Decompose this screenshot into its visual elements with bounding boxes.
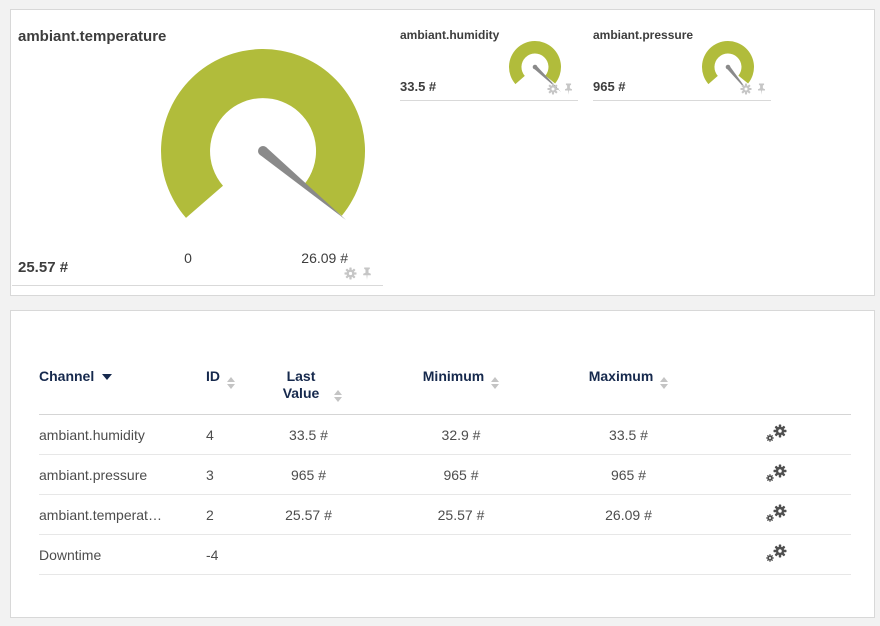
- humidity-gauge-widget[interactable]: ambiant.humidity 33.5 #: [400, 28, 578, 101]
- last-value: 33.5 #: [400, 79, 437, 94]
- settings-gears-icon: [765, 464, 786, 482]
- cell-channel: Downtime: [39, 534, 196, 575]
- row-settings-button[interactable]: [764, 462, 789, 488]
- sort-icon: [227, 377, 235, 389]
- temperature-gauge-widget[interactable]: ambiant.temperature 0 26.09 # 25.57 #: [12, 28, 383, 286]
- row-settings-button[interactable]: [764, 542, 789, 568]
- gear-icon[interactable]: [547, 83, 559, 95]
- gear-icon[interactable]: [344, 267, 357, 280]
- pin-icon[interactable]: [361, 267, 373, 280]
- widget-title: ambiant.humidity: [400, 28, 500, 42]
- settings-gears-icon: [765, 504, 786, 522]
- cell-id: 3: [196, 454, 251, 495]
- scale-max-label: 26.09 #: [301, 250, 348, 266]
- gauge-arc: [701, 41, 754, 85]
- cell-last-value: 965 #: [251, 454, 366, 495]
- last-value: 965 #: [593, 79, 626, 94]
- cell-last-value: 33.5 #: [251, 414, 366, 455]
- sort-icon: [334, 390, 342, 402]
- cell-minimum: 32.9 #: [366, 414, 556, 455]
- row-settings-button[interactable]: [764, 422, 789, 448]
- cell-minimum: 25.57 #: [366, 494, 556, 535]
- cell-maximum: 33.5 #: [556, 414, 701, 455]
- pressure-gauge-widget[interactable]: ambiant.pressure 965 #: [593, 28, 771, 101]
- cell-id: -4: [196, 534, 251, 575]
- column-header-id[interactable]: ID: [196, 360, 251, 415]
- sort-icon: [491, 377, 500, 389]
- cell-id: 4: [196, 414, 251, 455]
- pin-icon[interactable]: [756, 83, 767, 95]
- cell-minimum: [366, 534, 556, 575]
- cell-channel: ambiant.temperat…: [39, 494, 196, 535]
- sort-icon: [660, 377, 669, 389]
- settings-gears-icon: [765, 544, 786, 562]
- widget-divider: [12, 285, 383, 286]
- channel-table: Channel ID Last Value Minimum Maximum: [39, 360, 851, 575]
- column-header-channel[interactable]: Channel: [39, 360, 196, 415]
- table-row: ambiant.pressure 3 965 # 965 # 965 #: [39, 454, 851, 495]
- gauge-arc: [508, 41, 561, 85]
- cell-maximum: 965 #: [556, 454, 701, 495]
- widget-divider: [400, 100, 578, 101]
- column-header-actions: [701, 360, 851, 415]
- widget-title: ambiant.pressure: [593, 28, 694, 42]
- sort-desc-icon: [102, 374, 113, 380]
- cell-maximum: 26.09 #: [556, 494, 701, 535]
- column-header-last-value[interactable]: Last Value: [251, 360, 366, 415]
- gauge-needle-icon: [258, 146, 346, 220]
- table-row: ambiant.humidity 4 33.5 # 32.9 # 33.5 #: [39, 414, 851, 455]
- cell-minimum: 965 #: [366, 454, 556, 495]
- cell-last-value: [251, 534, 366, 575]
- gear-icon[interactable]: [740, 83, 752, 95]
- table-row: ambiant.temperat… 2 25.57 # 25.57 # 26.0…: [39, 494, 851, 535]
- cell-id: 2: [196, 494, 251, 535]
- column-header-minimum[interactable]: Minimum: [366, 360, 556, 415]
- widget-title: ambiant.temperature: [18, 28, 167, 45]
- last-value: 25.57 #: [18, 259, 69, 276]
- settings-gears-icon: [765, 424, 786, 442]
- column-header-maximum[interactable]: Maximum: [556, 360, 701, 415]
- scale-min-label: 0: [184, 250, 192, 266]
- channels-card: Channel ID Last Value Minimum Maximum: [10, 310, 875, 618]
- row-settings-button[interactable]: [764, 502, 789, 528]
- cell-maximum: [556, 534, 701, 575]
- temperature-gauge: [161, 49, 366, 220]
- table-row: Downtime -4: [39, 534, 851, 575]
- widget-divider: [593, 100, 771, 101]
- cell-channel: ambiant.pressure: [39, 454, 196, 495]
- cell-channel: ambiant.humidity: [39, 414, 196, 455]
- cell-last-value: 25.57 #: [251, 494, 366, 535]
- gauge-arc: [161, 49, 366, 218]
- pin-icon[interactable]: [563, 83, 574, 95]
- gauges-card: ambiant.temperature 0 26.09 # 25.57 # am…: [10, 9, 875, 296]
